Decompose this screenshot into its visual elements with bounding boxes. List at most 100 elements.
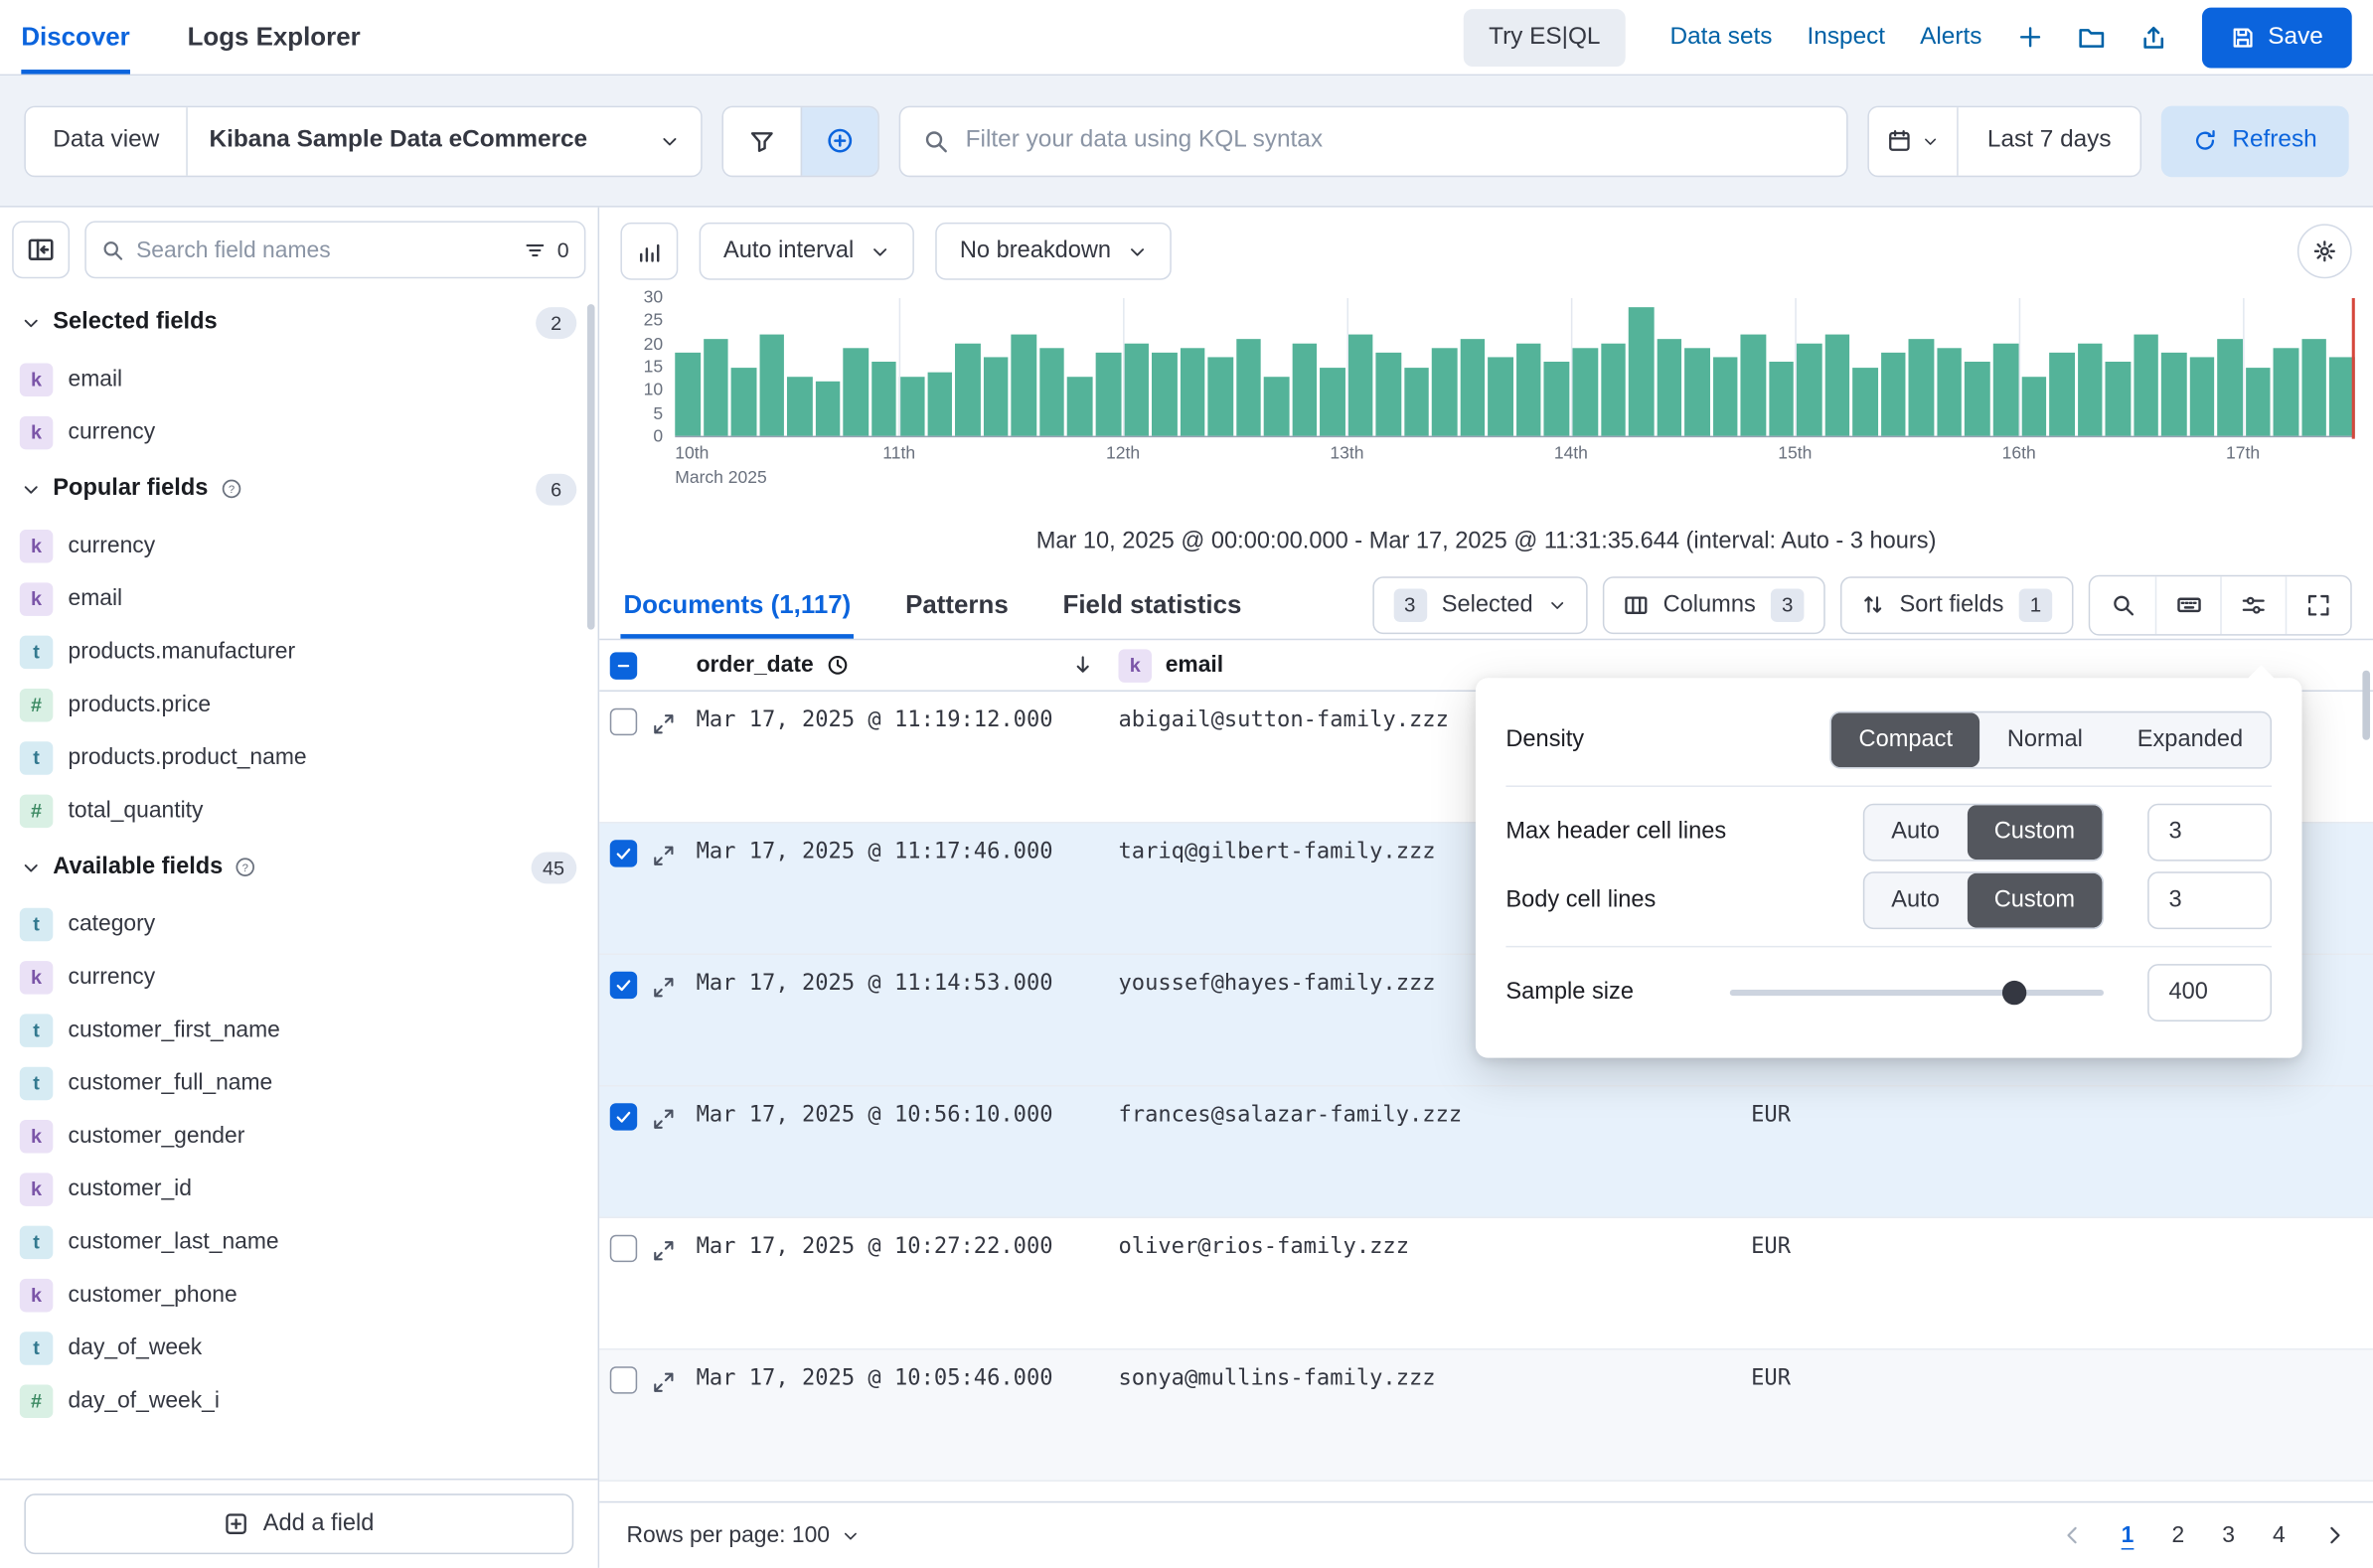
- tab-field-statistics[interactable]: Field statistics: [1060, 570, 1245, 639]
- cell-order-date[interactable]: Mar 17, 2025 @ 11:17:46.000: [696, 840, 1053, 864]
- histogram-bar[interactable]: [2133, 335, 2159, 436]
- histogram-bar[interactable]: [1515, 344, 1542, 436]
- option-custom[interactable]: Custom: [1967, 872, 2103, 928]
- histogram-bar[interactable]: [1572, 348, 1598, 436]
- histogram-bar[interactable]: [1039, 348, 1065, 436]
- header-email[interactable]: k email: [1118, 648, 1751, 683]
- cell-email[interactable]: youssef@hayes-family.zzz: [1118, 971, 1436, 997]
- field-item-category[interactable]: t category: [0, 897, 598, 950]
- field-item-email[interactable]: k email: [0, 572, 598, 625]
- field-item-email[interactable]: k email: [0, 353, 598, 405]
- save-button[interactable]: Save: [2201, 6, 2352, 68]
- field-item-products.product_name[interactable]: t products.product_name: [0, 731, 598, 784]
- histogram-bar[interactable]: [787, 376, 813, 436]
- expand-row-button[interactable]: [652, 1370, 675, 1393]
- display-options-button[interactable]: [2220, 575, 2286, 634]
- field-item-customer_phone[interactable]: k customer_phone: [0, 1268, 598, 1321]
- histogram-bar[interactable]: [983, 358, 1009, 436]
- sample-size-input[interactable]: [2147, 964, 2273, 1022]
- field-filter-button[interactable]: 0: [524, 237, 569, 261]
- header-order-date[interactable]: order_date: [684, 652, 1118, 678]
- expand-row-button[interactable]: [652, 976, 675, 999]
- collapse-sidebar-button[interactable]: [12, 221, 71, 279]
- cell-order-date[interactable]: Mar 17, 2025 @ 10:56:10.000: [696, 1103, 1053, 1128]
- histogram-bar[interactable]: [1152, 353, 1178, 436]
- histogram-bar[interactable]: [1909, 339, 1935, 436]
- cell-order-date[interactable]: Mar 17, 2025 @ 10:05:46.000: [696, 1366, 1053, 1391]
- histogram-bar[interactable]: [675, 353, 701, 436]
- histogram-bar[interactable]: [2329, 358, 2355, 436]
- histogram-bar[interactable]: [1432, 348, 1458, 436]
- tab-logs-explorer[interactable]: Logs Explorer: [188, 0, 361, 75]
- option-auto[interactable]: Auto: [1891, 886, 1940, 913]
- histogram-bar[interactable]: [1067, 376, 1093, 436]
- row-checkbox[interactable]: [609, 971, 638, 1000]
- field-item-day_of_week_i[interactable]: # day_of_week_i: [0, 1374, 598, 1427]
- histogram-bar[interactable]: [1375, 353, 1402, 436]
- row-checkbox[interactable]: [609, 1103, 638, 1131]
- option-expanded[interactable]: Expanded: [2136, 726, 2244, 752]
- field-item-currency[interactable]: k currency: [0, 405, 598, 458]
- breakdown-select[interactable]: No breakdown: [935, 222, 1172, 280]
- histogram-bar[interactable]: [2161, 353, 2187, 436]
- histogram-bar[interactable]: [2105, 362, 2131, 436]
- tab-patterns[interactable]: Patterns: [902, 570, 1012, 639]
- histogram-bar[interactable]: [1123, 344, 1150, 436]
- histogram-bar[interactable]: [1824, 335, 1850, 436]
- histogram-bar[interactable]: [1207, 358, 1233, 436]
- refresh-button[interactable]: Refresh: [2160, 104, 2349, 177]
- histogram-bar[interactable]: [1460, 339, 1486, 436]
- histogram-bar[interactable]: [1544, 362, 1570, 436]
- expand-row-button[interactable]: [652, 712, 675, 735]
- page-button-4[interactable]: 4: [2273, 1522, 2286, 1549]
- page-button-1[interactable]: 1: [2121, 1522, 2135, 1549]
- histogram-bar[interactable]: [870, 362, 896, 436]
- histogram-bar[interactable]: [1180, 348, 1205, 436]
- cell-email[interactable]: sonya@mullins-family.zzz: [1118, 1366, 1436, 1391]
- grid-scrollbar[interactable]: [2362, 670, 2371, 740]
- nav-link-alerts[interactable]: Alerts: [1920, 23, 1982, 50]
- header-lines-input[interactable]: [2147, 803, 2273, 862]
- keyboard-shortcuts-button[interactable]: [2154, 575, 2221, 634]
- field-item-total_quantity[interactable]: # total_quantity: [0, 784, 598, 837]
- fullscreen-button[interactable]: [2285, 575, 2351, 634]
- histogram-bar[interactable]: [1292, 344, 1318, 436]
- row-checkbox[interactable]: [609, 1366, 638, 1394]
- histogram-bar[interactable]: [1712, 358, 1738, 436]
- cell-order-date[interactable]: Mar 17, 2025 @ 11:19:12.000: [696, 707, 1053, 733]
- histogram-bar[interactable]: [1263, 376, 1290, 436]
- next-page-button[interactable]: [2323, 1524, 2346, 1547]
- expand-row-button[interactable]: [652, 844, 675, 866]
- cell-email[interactable]: abigail@sutton-family.zzz: [1118, 707, 1449, 733]
- field-item-customer_last_name[interactable]: t customer_last_name: [0, 1215, 598, 1268]
- histogram-bar[interactable]: [2217, 339, 2243, 436]
- cell-currency[interactable]: EUR: [1751, 1103, 1792, 1128]
- histogram-bar[interactable]: [955, 344, 981, 436]
- option-auto[interactable]: Auto: [1891, 818, 1940, 845]
- nav-link-data-sets[interactable]: Data sets: [1669, 23, 1773, 50]
- field-item-products.price[interactable]: # products.price: [0, 678, 598, 730]
- field-item-currency[interactable]: k currency: [0, 519, 598, 571]
- cell-currency[interactable]: EUR: [1751, 1366, 1792, 1391]
- histogram-bar[interactable]: [730, 367, 756, 436]
- row-checkbox[interactable]: [609, 840, 638, 867]
- field-search-input[interactable]: [136, 236, 513, 263]
- histogram-bar[interactable]: [843, 348, 869, 436]
- histogram-bar[interactable]: [927, 371, 953, 436]
- cell-email[interactable]: frances@salazar-family.zzz: [1118, 1103, 1463, 1128]
- histogram-bar[interactable]: [1797, 344, 1822, 436]
- expand-row-button[interactable]: [652, 1239, 675, 1262]
- slider-thumb[interactable]: [2001, 980, 2026, 1006]
- field-item-currency[interactable]: k currency: [0, 950, 598, 1003]
- histogram-bar[interactable]: [1768, 362, 1795, 436]
- histogram-bar[interactable]: [2301, 339, 2327, 436]
- grid-search-button[interactable]: [2090, 575, 2155, 634]
- sort-fields-button[interactable]: Sort fields 1: [1840, 575, 2074, 634]
- data-view-selector[interactable]: Kibana Sample Data eCommerce: [188, 106, 702, 175]
- date-picker-button[interactable]: [1869, 106, 1959, 175]
- page-button-2[interactable]: 2: [2171, 1522, 2185, 1549]
- tab-discover[interactable]: Discover: [21, 0, 130, 75]
- share-button[interactable]: [2139, 24, 2166, 51]
- rows-per-page-button[interactable]: Rows per page: 100: [627, 1522, 861, 1548]
- columns-button[interactable]: Columns 3: [1602, 575, 1825, 634]
